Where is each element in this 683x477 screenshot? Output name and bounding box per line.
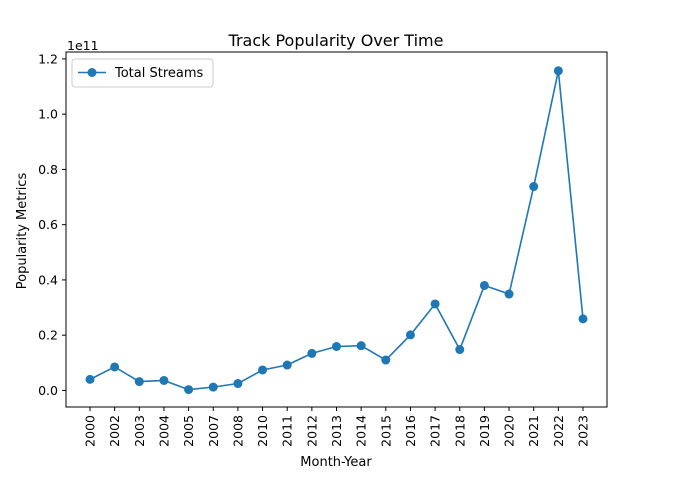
y-tick-label: 1.2 <box>38 51 58 66</box>
data-point <box>578 314 588 324</box>
legend-point-marker <box>87 68 97 77</box>
x-tick-label: 2003 <box>132 415 147 447</box>
data-point <box>233 379 243 389</box>
legend-label-total-streams: Total Streams <box>114 66 204 81</box>
data-point <box>258 365 268 375</box>
data-point <box>356 341 366 351</box>
data-point <box>307 348 317 358</box>
data-point <box>553 66 563 76</box>
data-point <box>134 377 144 387</box>
y-tick-label: 0.8 <box>38 162 58 177</box>
x-tick-label: 2015 <box>378 415 393 447</box>
data-point <box>455 345 465 355</box>
x-axis-ticks: 2000 2002 2003 2004 2005 2007 2008 2010 2011 2012… <box>83 407 591 447</box>
data-point <box>282 360 292 370</box>
y-tick-label: 0.4 <box>38 272 58 287</box>
data-point <box>381 355 391 365</box>
x-tick-label: 2004 <box>156 415 171 447</box>
data-point <box>405 330 415 340</box>
data-point <box>529 182 539 192</box>
x-tick-label: 2000 <box>83 415 98 447</box>
chart-title: Track Popularity Over Time <box>228 31 444 50</box>
x-tick-label: 2020 <box>502 415 517 447</box>
x-tick-label: 2011 <box>280 415 295 447</box>
x-tick-label: 2005 <box>181 415 196 447</box>
x-tick-label: 2023 <box>576 415 591 447</box>
data-point <box>504 289 514 299</box>
data-point <box>479 280 489 290</box>
y-tick-label: 0.2 <box>38 328 58 343</box>
x-tick-label: 2022 <box>551 415 566 447</box>
series-layer <box>85 66 588 395</box>
x-tick-label: 2018 <box>452 415 467 447</box>
x-tick-label: 2012 <box>304 415 319 447</box>
x-tick-label: 2016 <box>403 415 418 447</box>
x-tick-label: 2010 <box>255 415 270 447</box>
x-tick-label: 2014 <box>354 415 369 447</box>
y-tick-label: 1.0 <box>38 107 58 122</box>
data-point <box>184 385 194 395</box>
x-tick-label: 2007 <box>206 415 221 447</box>
data-point <box>332 341 341 351</box>
legend: Total Streams <box>71 58 214 88</box>
x-tick-label: 2019 <box>477 415 492 447</box>
x-axis-label: Month-Year <box>300 455 372 470</box>
x-tick-label: 2008 <box>230 415 245 447</box>
data-point <box>430 299 440 309</box>
y-axis-ticks: 0.0 0.2 0.4 0.6 0.8 1.0 1.2 <box>38 51 66 398</box>
legend-box <box>71 58 214 88</box>
y-tick-label: 0.6 <box>38 217 58 232</box>
y-offset-label: 1e11 <box>67 38 99 53</box>
y-tick-label: 0.0 <box>38 383 58 398</box>
data-point <box>110 362 120 372</box>
x-tick-label: 2021 <box>526 415 541 447</box>
x-tick-label: 2017 <box>428 415 443 447</box>
data-point <box>208 382 218 392</box>
data-point <box>85 374 95 384</box>
x-tick-label: 2002 <box>107 415 122 447</box>
data-point <box>159 375 169 385</box>
x-tick-label: 2013 <box>329 415 344 447</box>
y-axis-label: Popularity Metrics <box>15 173 30 290</box>
plot-frame <box>65 51 608 408</box>
